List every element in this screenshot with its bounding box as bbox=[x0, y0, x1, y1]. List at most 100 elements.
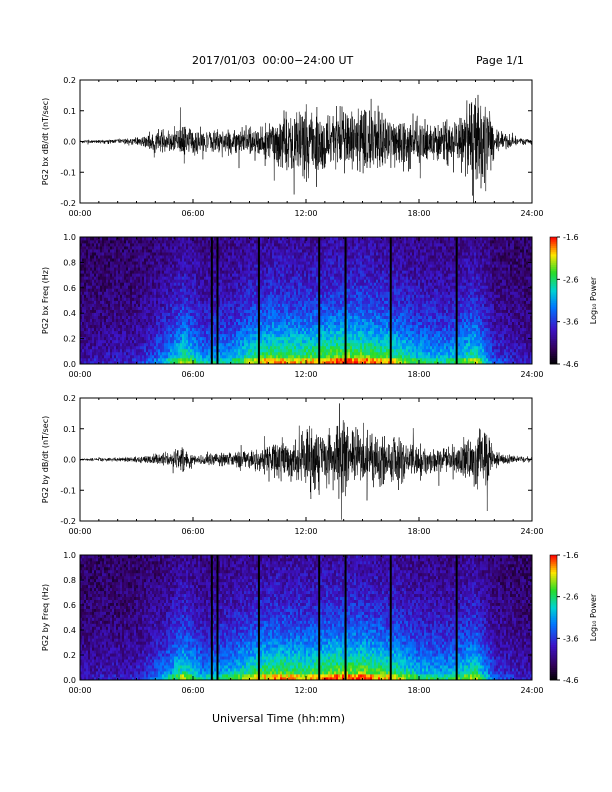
heatmap-cell bbox=[96, 297, 99, 301]
heatmap-cell bbox=[180, 279, 183, 283]
heatmap-cell bbox=[86, 336, 89, 341]
heatmap-cell bbox=[294, 303, 297, 307]
heatmap-cell bbox=[184, 300, 187, 304]
heatmap-cell bbox=[100, 267, 103, 271]
heatmap-cell bbox=[158, 276, 161, 280]
heatmap-cell bbox=[278, 249, 281, 253]
heatmap-cell bbox=[156, 294, 159, 298]
heatmap-cell bbox=[116, 261, 119, 265]
heatmap-cell bbox=[94, 255, 97, 259]
heatmap-cell bbox=[268, 246, 271, 250]
heatmap-cell bbox=[268, 360, 271, 365]
heatmap-cell bbox=[218, 306, 221, 310]
heatmap-cell bbox=[208, 354, 211, 359]
heatmap-cell bbox=[234, 339, 237, 344]
heatmap-cell bbox=[288, 267, 291, 271]
heatmap-cell bbox=[172, 282, 175, 286]
heatmap-cell bbox=[90, 354, 93, 359]
heatmap-cell bbox=[218, 255, 221, 259]
heatmap-cell bbox=[254, 333, 257, 338]
heatmap-cell bbox=[302, 309, 305, 313]
heatmap-cell bbox=[208, 303, 211, 307]
heatmap-cell bbox=[172, 255, 175, 259]
heatmap-cell bbox=[172, 291, 175, 295]
heatmap-cell bbox=[158, 246, 161, 250]
heatmap-cell bbox=[202, 246, 205, 250]
heatmap-cell bbox=[194, 354, 197, 359]
heatmap-cell bbox=[140, 321, 143, 326]
heatmap-cell bbox=[204, 246, 207, 250]
heatmap-cell bbox=[234, 351, 237, 356]
heatmap-cell bbox=[130, 267, 133, 271]
heatmap-cell bbox=[110, 336, 113, 341]
heatmap-cell bbox=[166, 330, 169, 335]
heatmap-cell bbox=[266, 252, 269, 256]
heatmap-cell bbox=[128, 360, 131, 365]
heatmap-cell bbox=[280, 315, 283, 319]
heatmap-cell bbox=[248, 333, 251, 338]
heatmap-cell bbox=[180, 273, 183, 277]
heatmap-cell bbox=[294, 267, 297, 271]
heatmap-cell bbox=[188, 297, 191, 301]
heatmap-cell bbox=[202, 243, 205, 247]
heatmap-cell bbox=[86, 261, 89, 265]
heatmap-cell bbox=[90, 258, 93, 262]
heatmap-cell bbox=[198, 243, 201, 247]
heatmap-cell bbox=[274, 333, 277, 338]
heatmap-cell bbox=[186, 267, 189, 271]
heatmap-cell bbox=[114, 261, 117, 265]
heatmap-cell bbox=[122, 282, 125, 286]
heatmap-cell bbox=[276, 315, 279, 319]
heatmap-cell bbox=[80, 324, 83, 329]
heatmap-cell bbox=[286, 297, 289, 301]
heatmap-cell bbox=[80, 306, 83, 310]
heatmap-cell bbox=[268, 291, 271, 295]
heatmap-cell bbox=[122, 330, 125, 335]
heatmap-cell bbox=[196, 300, 199, 304]
heatmap-cell bbox=[136, 351, 139, 356]
heatmap-cell bbox=[262, 336, 265, 341]
heatmap-cell bbox=[158, 261, 161, 265]
heatmap-cell bbox=[144, 243, 147, 247]
heatmap-cell bbox=[214, 348, 217, 353]
heatmap-cell bbox=[94, 321, 97, 326]
heatmap-cell bbox=[90, 312, 93, 316]
heatmap-cell bbox=[220, 357, 223, 362]
heatmap-cell bbox=[266, 357, 269, 362]
heatmap-cell bbox=[218, 267, 221, 271]
heatmap-cell bbox=[270, 360, 273, 365]
heatmap-cell bbox=[172, 312, 175, 316]
heatmap-cell bbox=[92, 240, 95, 244]
heatmap-cell bbox=[146, 252, 149, 256]
heatmap-cell bbox=[186, 360, 189, 365]
heatmap-cell bbox=[110, 270, 113, 274]
heatmap-cell bbox=[102, 243, 105, 247]
heatmap-cell bbox=[86, 279, 89, 283]
heatmap-cell bbox=[134, 258, 137, 262]
heatmap-cell bbox=[308, 255, 311, 259]
heatmap-cell bbox=[194, 282, 197, 286]
heatmap-cell bbox=[272, 282, 275, 286]
heatmap-cell bbox=[80, 315, 83, 319]
heatmap-cell bbox=[304, 306, 307, 310]
heatmap-cell bbox=[98, 246, 101, 250]
heatmap-cell bbox=[134, 282, 137, 286]
heatmap-cell bbox=[144, 330, 147, 335]
heatmap-cell bbox=[312, 303, 315, 307]
heatmap-cell bbox=[198, 333, 201, 338]
heatmap-cell bbox=[192, 306, 195, 310]
heatmap-cell bbox=[312, 315, 315, 319]
heatmap-cell bbox=[200, 291, 203, 295]
heatmap-cell bbox=[276, 336, 279, 341]
heatmap-cell bbox=[254, 279, 257, 283]
heatmap-cell bbox=[286, 324, 289, 329]
heatmap-cell bbox=[232, 342, 235, 347]
heatmap-cell bbox=[208, 279, 211, 283]
heatmap-cell bbox=[116, 267, 119, 271]
heatmap-cell bbox=[256, 351, 259, 356]
heatmap-cell bbox=[276, 306, 279, 310]
heatmap-cell bbox=[174, 315, 177, 319]
heatmap-cell bbox=[116, 279, 119, 283]
heatmap-cell bbox=[110, 333, 113, 338]
heatmap-cell bbox=[180, 258, 183, 262]
